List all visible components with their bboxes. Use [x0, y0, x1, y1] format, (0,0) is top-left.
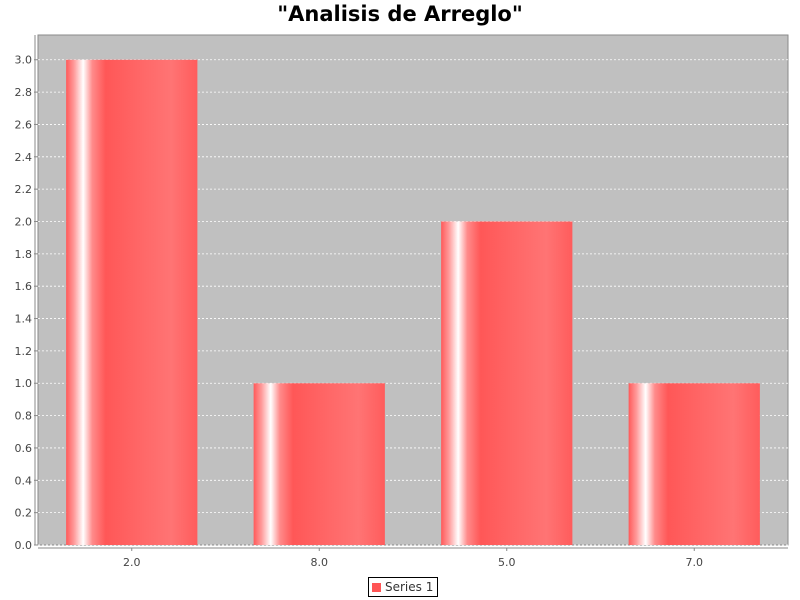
y-tick-label: 2.2: [15, 183, 33, 196]
y-tick-label: 1.6: [15, 280, 33, 293]
y-tick-label: 0.4: [15, 474, 33, 487]
bar-2.0: [66, 59, 198, 545]
y-tick-label: 1.8: [15, 248, 33, 261]
y-tick-label: 2.6: [15, 118, 33, 131]
bar-5.0: [441, 221, 573, 545]
y-tick-label: 1.4: [15, 313, 33, 326]
axes: [34, 35, 788, 549]
y-tick-label: 0.0: [15, 539, 33, 552]
x-tick-label: 7.0: [686, 556, 704, 569]
bars: [66, 59, 760, 545]
bar-7.0: [628, 383, 760, 545]
y-axis-ticks: 0.0 0.2 0.4 0.6 0.8 1.0 1.2 1.4 1.6 1.8 2.0 2.2 2.4 2…: [15, 54, 38, 552]
legend-label: Series 1: [385, 580, 434, 594]
y-tick-label: 0.2: [15, 507, 33, 520]
y-tick-label: 1.2: [15, 345, 33, 358]
x-tick-label: 5.0: [498, 556, 516, 569]
x-axis-ticks: 2.0 8.0 5.0 7.0: [123, 548, 703, 569]
y-tick-label: 2.0: [15, 215, 33, 228]
y-tick-label: 3.0: [15, 54, 33, 67]
y-tick-label: 2.4: [15, 151, 33, 164]
bar-8.0: [253, 383, 385, 545]
y-tick-label: 0.6: [15, 442, 33, 455]
y-tick-label: 2.8: [15, 86, 33, 99]
y-tick-label: 0.8: [15, 410, 33, 423]
x-tick-label: 8.0: [311, 556, 329, 569]
chart-title: "Analisis de Arreglo": [277, 2, 523, 26]
legend-swatch: [372, 582, 381, 592]
y-tick-label: 1.0: [15, 377, 33, 390]
x-tick-label: 2.0: [123, 556, 141, 569]
legend: Series 1: [368, 577, 439, 597]
